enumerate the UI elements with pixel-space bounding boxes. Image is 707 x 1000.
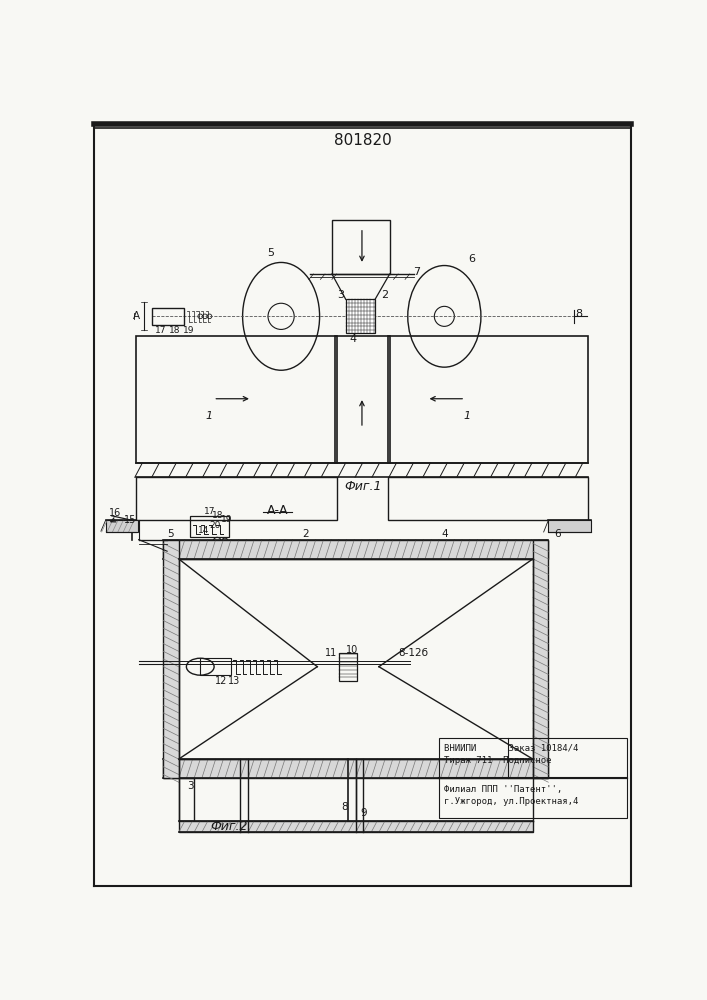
Text: 7: 7 (413, 267, 420, 277)
Bar (200, 658, 231, 675)
Bar (439, 738, 627, 818)
Text: А: А (133, 311, 140, 321)
Text: 18: 18 (169, 326, 180, 335)
Text: 3: 3 (338, 290, 345, 300)
Text: Фиг.1: Фиг.1 (344, 480, 382, 493)
Text: 19: 19 (221, 515, 233, 524)
Bar (332, 220, 390, 274)
Text: 16: 16 (109, 508, 121, 518)
Text: 5: 5 (168, 529, 175, 539)
Bar (339, 653, 357, 681)
Text: г.Ужгород, ул.Проектная,4: г.Ужгород, ул.Проектная,4 (443, 797, 578, 806)
Text: 18: 18 (212, 511, 223, 520)
Text: 5: 5 (267, 248, 274, 258)
Text: 10: 10 (346, 645, 358, 655)
Text: А-А: А-А (267, 504, 288, 517)
Text: 8-12б: 8-12б (399, 648, 428, 658)
Bar (179, 778, 194, 821)
Text: 8: 8 (575, 309, 582, 319)
Text: 1: 1 (464, 411, 471, 421)
Text: 8: 8 (341, 802, 348, 812)
Bar (163, 540, 179, 778)
Text: 17: 17 (154, 326, 166, 335)
Text: 9: 9 (360, 808, 367, 818)
Bar (163, 540, 549, 559)
Text: Филиал ППП ''Патент'',: Филиал ППП ''Патент'', (443, 785, 562, 794)
Bar (346, 299, 375, 333)
Bar (163, 759, 549, 778)
Text: Тираж 711  Подписное: Тираж 711 Подписное (443, 756, 551, 765)
Bar (190, 516, 229, 537)
Text: 4: 4 (441, 529, 448, 539)
Text: 2: 2 (381, 290, 388, 300)
Text: 13: 13 (228, 676, 240, 686)
Text: Фиг.2: Фиг.2 (210, 820, 247, 833)
Bar (105, 520, 138, 532)
Text: 14: 14 (199, 526, 210, 535)
Bar (388, 477, 588, 520)
Bar (136, 336, 337, 463)
Text: 20: 20 (209, 521, 221, 530)
Text: 11: 11 (325, 648, 337, 658)
Text: 17: 17 (204, 507, 215, 516)
Bar (549, 520, 590, 532)
Text: ВНИИПИ      Заказ 10184/4: ВНИИПИ Заказ 10184/4 (443, 744, 578, 753)
Text: 19: 19 (183, 326, 194, 335)
Text: 6: 6 (554, 529, 561, 539)
Bar (136, 477, 337, 520)
Bar (335, 336, 390, 463)
Text: 4: 4 (350, 334, 357, 344)
Text: 801820: 801820 (334, 133, 392, 148)
Text: 3: 3 (187, 781, 194, 791)
Bar (152, 308, 184, 325)
Text: 6: 6 (469, 254, 476, 264)
Bar (179, 821, 533, 832)
Text: 12: 12 (215, 676, 227, 686)
Text: 1: 1 (206, 411, 213, 421)
Text: 15: 15 (124, 515, 136, 525)
Text: 2: 2 (303, 529, 309, 539)
Bar (533, 540, 549, 778)
Bar (388, 336, 588, 463)
